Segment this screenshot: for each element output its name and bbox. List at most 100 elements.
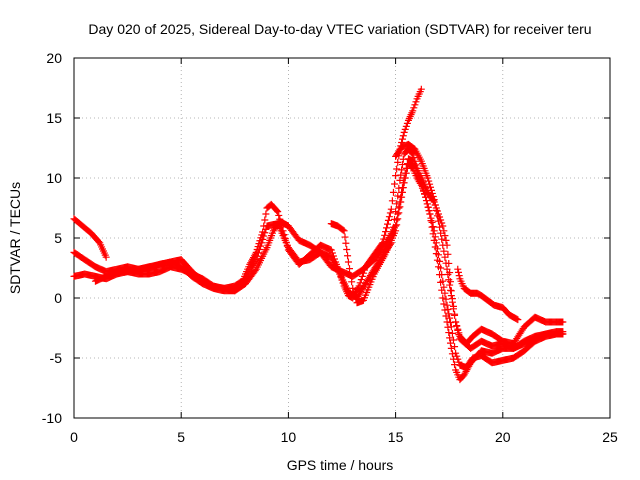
data-point bbox=[394, 215, 402, 223]
data-point bbox=[451, 343, 459, 351]
data-point bbox=[417, 85, 425, 93]
data-point bbox=[441, 306, 449, 314]
data-point bbox=[327, 246, 335, 254]
data-point bbox=[399, 184, 407, 192]
data-point bbox=[252, 256, 260, 264]
data-point bbox=[384, 220, 391, 228]
data-point bbox=[348, 278, 356, 286]
data-point bbox=[419, 187, 427, 195]
data-point bbox=[430, 236, 438, 244]
data-point bbox=[400, 179, 408, 187]
y-tick-label: 10 bbox=[46, 170, 62, 186]
data-point bbox=[447, 344, 455, 352]
data-point bbox=[251, 267, 259, 275]
data-point bbox=[346, 265, 354, 273]
data-point bbox=[389, 188, 397, 196]
data-point bbox=[403, 119, 411, 127]
data-point bbox=[400, 128, 408, 136]
data-point bbox=[102, 253, 110, 261]
data-point bbox=[417, 181, 425, 189]
data-point bbox=[343, 246, 351, 254]
data-point bbox=[429, 230, 437, 238]
data-point bbox=[394, 158, 402, 166]
y-tick-label: -10 bbox=[42, 410, 62, 426]
data-point bbox=[427, 186, 435, 194]
data-point bbox=[440, 247, 448, 255]
data-point bbox=[422, 197, 430, 205]
data-point bbox=[449, 305, 457, 313]
chart-title: Day 020 of 2025, Sidereal Day-to-day VTE… bbox=[88, 21, 591, 37]
y-tick-label: -5 bbox=[50, 350, 63, 366]
data-point bbox=[388, 197, 396, 205]
data-point bbox=[423, 200, 431, 208]
data-point bbox=[261, 216, 269, 224]
data-point bbox=[448, 298, 456, 306]
data-point bbox=[439, 294, 447, 302]
x-tick-label: 25 bbox=[602, 429, 618, 445]
data-point bbox=[442, 236, 450, 244]
data-point bbox=[430, 196, 438, 204]
data-point bbox=[396, 203, 404, 211]
data-point bbox=[453, 322, 461, 330]
data-point bbox=[393, 165, 401, 173]
data-point bbox=[341, 233, 349, 241]
y-tick-label: 20 bbox=[46, 50, 62, 66]
data-point bbox=[397, 198, 405, 206]
data-point bbox=[432, 250, 440, 258]
data-point bbox=[442, 295, 450, 303]
data-point bbox=[448, 350, 456, 358]
data-point bbox=[398, 193, 406, 201]
data-point bbox=[262, 225, 270, 233]
data-point bbox=[434, 217, 442, 225]
data-point bbox=[340, 227, 348, 235]
data-point bbox=[445, 329, 453, 337]
data-point bbox=[428, 223, 436, 231]
data-point bbox=[438, 286, 446, 294]
data-point bbox=[422, 193, 430, 201]
data-point bbox=[430, 227, 438, 235]
tick-labels: 0 5 10 15 20 25 -10 -5 0 5 10 15 20 bbox=[42, 50, 618, 445]
x-tick-label: 0 bbox=[70, 429, 78, 445]
data-point bbox=[445, 276, 453, 284]
data-point bbox=[342, 239, 350, 247]
x-tick-label: 10 bbox=[281, 429, 297, 445]
data-point bbox=[275, 211, 283, 219]
data-point bbox=[427, 183, 435, 191]
data-point bbox=[440, 300, 448, 308]
data-point bbox=[356, 279, 364, 287]
data-point bbox=[446, 334, 454, 342]
data-point bbox=[386, 209, 394, 217]
data-point bbox=[455, 329, 463, 337]
data-point bbox=[441, 289, 449, 297]
data-point bbox=[436, 271, 444, 279]
data-point bbox=[446, 281, 454, 289]
data-point bbox=[432, 206, 440, 214]
data-point bbox=[387, 205, 395, 213]
data-point bbox=[351, 292, 359, 300]
data-point bbox=[446, 314, 454, 322]
x-tick-label: 5 bbox=[177, 429, 185, 445]
data-point bbox=[392, 227, 400, 235]
data-point bbox=[427, 217, 435, 225]
data-point bbox=[443, 301, 451, 309]
data-point bbox=[426, 210, 434, 218]
data-point bbox=[260, 232, 268, 240]
data-point bbox=[402, 122, 410, 130]
data-point bbox=[426, 180, 434, 188]
data-point bbox=[514, 316, 522, 324]
data-point bbox=[382, 228, 390, 236]
data-point bbox=[399, 132, 407, 140]
data-point bbox=[446, 286, 454, 294]
data-point bbox=[438, 235, 446, 243]
grid-lines bbox=[74, 58, 610, 418]
data-point bbox=[424, 174, 432, 182]
data-point bbox=[410, 104, 418, 112]
data-point bbox=[433, 212, 441, 220]
data-point bbox=[393, 221, 401, 229]
series-track-5 bbox=[327, 160, 567, 384]
y-tick-label: 0 bbox=[54, 290, 62, 306]
data-point bbox=[446, 339, 454, 347]
data-point bbox=[418, 184, 426, 192]
data-point bbox=[559, 328, 567, 336]
data-point bbox=[255, 246, 263, 254]
